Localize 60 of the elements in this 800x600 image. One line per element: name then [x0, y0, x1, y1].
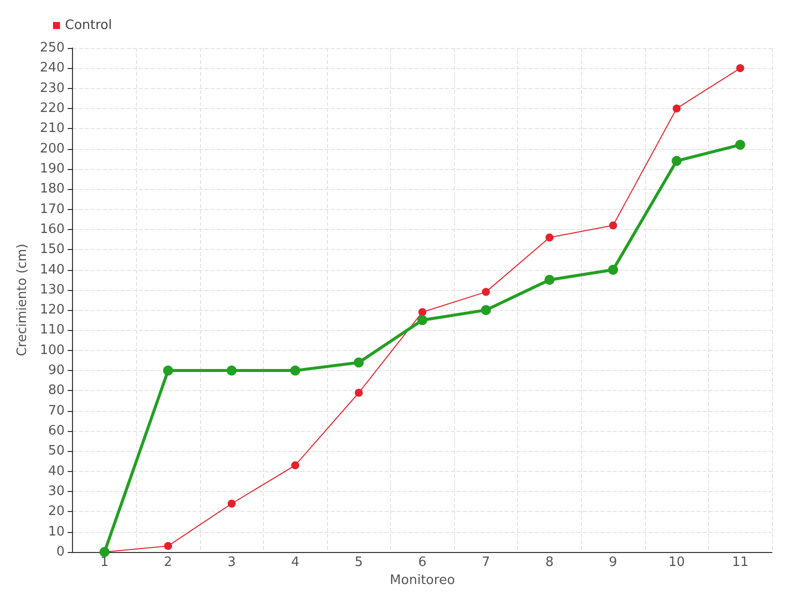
x-tick-label: 3 [228, 555, 236, 570]
y-tick-label: 190 [40, 161, 65, 176]
y-tick-label: 140 [40, 262, 65, 278]
point [544, 274, 554, 285]
point [736, 64, 744, 72]
y-tick-label: 80 [48, 383, 65, 398]
y-tick-label: 250 [40, 40, 65, 56]
y-tick-label: 50 [48, 444, 65, 459]
y-tick-label: 0 [56, 544, 65, 560]
x-tick-label: 9 [608, 555, 618, 570]
y-tick-label: 160 [40, 222, 65, 237]
point [480, 305, 491, 316]
point [354, 358, 364, 368]
y-tick-label: 180 [40, 182, 65, 197]
point [672, 104, 681, 112]
x-tick-label: 5 [354, 555, 363, 570]
y-tick-label: 30 [48, 484, 65, 500]
legend-label: Control [65, 18, 112, 33]
point [735, 140, 746, 150]
point [228, 500, 236, 508]
point [226, 366, 237, 376]
point [482, 288, 490, 296]
y-axis-title: Crecimiento (cm) [15, 244, 30, 356]
point [291, 461, 300, 470]
y-tick-label: 10 [48, 524, 65, 540]
y-tick-label: 200 [40, 141, 65, 156]
point [608, 264, 618, 275]
x-tick-label: 4 [291, 555, 300, 570]
y-tick-label: 20 [48, 504, 65, 520]
point [290, 366, 300, 376]
point [672, 156, 682, 166]
x-tick-label: 11 [732, 555, 748, 570]
y-tick-label: 240 [40, 60, 65, 76]
y-tick-label: 130 [40, 282, 65, 298]
point [546, 234, 554, 242]
y-tick-label: 110 [40, 322, 65, 338]
y-tick-label: 60 [48, 424, 65, 439]
x-tick-label: 2 [164, 555, 172, 570]
x-tick-label: 7 [482, 555, 490, 570]
x-tick-label: 6 [418, 555, 426, 570]
y-tick-label: 100 [40, 342, 65, 358]
y-tick-label: 210 [40, 121, 65, 136]
point [417, 315, 428, 326]
y-tick-label: 120 [40, 302, 65, 318]
point [164, 542, 172, 550]
x-tick-label: 1 [100, 555, 109, 570]
y-tick-label: 220 [40, 100, 65, 116]
point [418, 308, 426, 316]
y-tick-label: 170 [40, 202, 65, 217]
point [354, 388, 363, 397]
y-tick-label: 90 [48, 363, 65, 378]
y-tick-label: 150 [40, 242, 65, 258]
y-tick-label: 230 [40, 80, 65, 96]
point [609, 221, 618, 230]
y-tick-label: 40 [48, 464, 65, 479]
x-axis-title: Monitoreo [390, 572, 455, 588]
point [163, 366, 174, 376]
y-tick-label: 70 [48, 403, 65, 418]
x-tick-label: 8 [545, 555, 554, 570]
x-tick-label: 10 [668, 555, 685, 570]
